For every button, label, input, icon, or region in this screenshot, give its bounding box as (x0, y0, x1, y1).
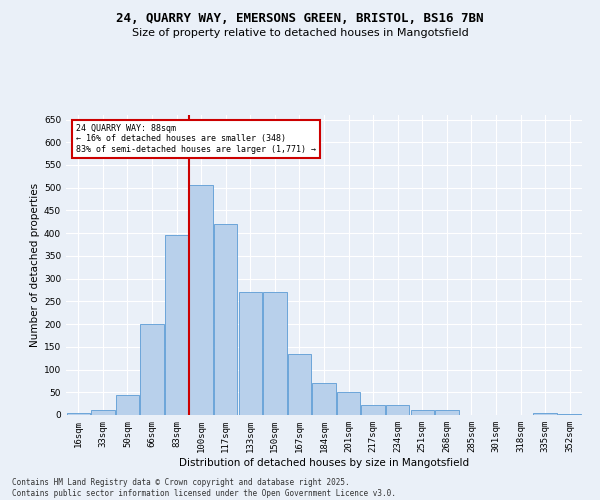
Bar (165, 236, 188, 415)
Bar (410, 410, 434, 415)
Bar (361, 405, 385, 415)
Bar (239, 292, 262, 415)
Bar (263, 292, 287, 415)
Bar (386, 405, 409, 415)
X-axis label: Distribution of detached houses by size in Mangotsfield: Distribution of detached houses by size … (179, 458, 469, 468)
Bar (91, 410, 115, 415)
Bar (67, 412, 90, 415)
Bar (337, 392, 360, 415)
Bar (116, 394, 139, 415)
Text: Contains HM Land Registry data © Crown copyright and database right 2025.
Contai: Contains HM Land Registry data © Crown c… (12, 478, 396, 498)
Bar (140, 324, 164, 415)
Bar (190, 186, 213, 415)
Text: 24, QUARRY WAY, EMERSONS GREEN, BRISTOL, BS16 7BN: 24, QUARRY WAY, EMERSONS GREEN, BRISTOL,… (116, 12, 484, 26)
Bar (214, 224, 238, 415)
Bar (435, 410, 458, 415)
Bar (558, 414, 581, 415)
Text: 24 QUARRY WAY: 88sqm
← 16% of detached houses are smaller (348)
83% of semi-deta: 24 QUARRY WAY: 88sqm ← 16% of detached h… (76, 124, 316, 154)
Y-axis label: Number of detached properties: Number of detached properties (30, 183, 40, 347)
Text: Size of property relative to detached houses in Mangotsfield: Size of property relative to detached ho… (131, 28, 469, 38)
Bar (313, 383, 335, 415)
Bar (533, 412, 557, 415)
Bar (288, 354, 311, 415)
